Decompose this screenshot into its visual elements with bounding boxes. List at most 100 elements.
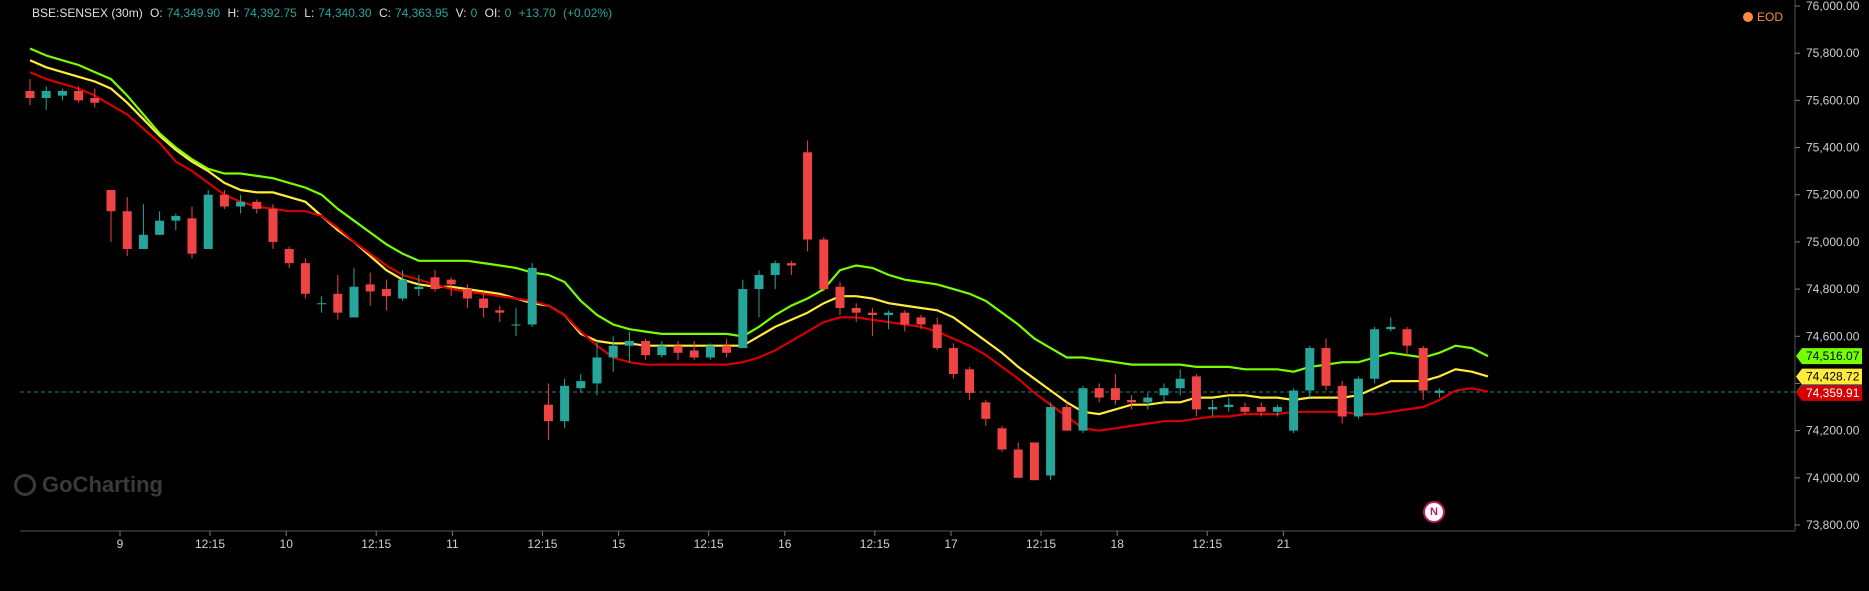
candle bbox=[138, 204, 148, 249]
candle-body bbox=[1418, 348, 1428, 391]
candle bbox=[1078, 385, 1088, 433]
candle-body bbox=[576, 381, 586, 389]
candle-body bbox=[786, 263, 796, 266]
candle bbox=[1386, 317, 1396, 332]
candle bbox=[430, 270, 440, 292]
candle bbox=[770, 260, 780, 290]
candle bbox=[236, 194, 246, 214]
price-tag-box bbox=[1796, 384, 1862, 401]
open-value: 74,349.90 bbox=[166, 6, 221, 20]
low-value: 74,340.30 bbox=[318, 6, 372, 20]
candle-body bbox=[1094, 388, 1104, 398]
eod-indicator[interactable]: EOD bbox=[1742, 10, 1783, 24]
candle-body bbox=[284, 248, 294, 264]
x-tick-label: 16 bbox=[778, 537, 792, 551]
candle-body bbox=[1402, 329, 1412, 346]
candle-body bbox=[900, 312, 910, 325]
candle-body bbox=[57, 90, 67, 96]
ema-fast-line bbox=[29, 71, 1489, 432]
candle-body bbox=[770, 263, 780, 275]
symbol-label[interactable]: BSE:SENSEX (30m) bbox=[32, 6, 143, 20]
ema-slow-line bbox=[29, 47, 1489, 373]
candle-body bbox=[867, 312, 877, 316]
y-tick-label: 75,800.00 bbox=[1806, 46, 1860, 60]
candle bbox=[1418, 345, 1428, 400]
change-value: +13.70 bbox=[518, 6, 556, 20]
candle-body bbox=[1062, 407, 1072, 431]
candle bbox=[560, 378, 570, 429]
x-tick-label: 9 bbox=[117, 537, 124, 551]
candle-body bbox=[236, 201, 246, 207]
candle bbox=[1402, 326, 1412, 356]
candle-body bbox=[948, 348, 958, 375]
candle bbox=[1013, 442, 1023, 478]
candle-body bbox=[446, 279, 456, 285]
candle-body bbox=[1321, 348, 1331, 386]
price-axis: 76,000.00 75,800.00 75,600.00 75,400.00 75,2… bbox=[1795, 0, 1860, 532]
x-tick-label: 21 bbox=[1277, 537, 1291, 551]
candle-body bbox=[1272, 407, 1282, 412]
candle bbox=[657, 340, 667, 358]
candle-body bbox=[1159, 388, 1169, 396]
candle bbox=[187, 206, 197, 259]
candle-body bbox=[317, 303, 327, 305]
watermark: GoCharting bbox=[14, 472, 163, 498]
price-tag-label: 74,359.91 bbox=[1806, 386, 1860, 400]
candle-body bbox=[171, 215, 181, 221]
candle bbox=[673, 340, 683, 360]
candle bbox=[1370, 326, 1380, 384]
candle-body bbox=[381, 289, 391, 297]
candle-body bbox=[511, 324, 521, 326]
y-tick-label: 73,800.00 bbox=[1806, 518, 1860, 532]
candle-body bbox=[333, 293, 343, 313]
candle-body bbox=[1224, 404, 1234, 408]
candle bbox=[1062, 402, 1072, 431]
candle bbox=[398, 270, 408, 301]
candle bbox=[932, 317, 942, 351]
x-tick-label: 18 bbox=[1111, 537, 1125, 551]
x-tick-label: 17 bbox=[944, 537, 958, 551]
candle-body bbox=[106, 190, 116, 212]
candle bbox=[1110, 374, 1120, 405]
candle bbox=[349, 267, 359, 318]
candle-body bbox=[1029, 442, 1039, 481]
candle bbox=[527, 263, 537, 327]
candle bbox=[1321, 338, 1331, 391]
x-tick-label: 12:15 bbox=[195, 537, 225, 551]
candle-body bbox=[138, 234, 148, 249]
candle bbox=[981, 399, 991, 426]
watermark-text: GoCharting bbox=[42, 472, 163, 497]
candle bbox=[722, 338, 732, 358]
candle bbox=[900, 310, 910, 332]
eod-dot-icon bbox=[1742, 12, 1753, 22]
candles bbox=[25, 79, 1444, 481]
candle-body bbox=[414, 286, 424, 290]
price-tag: 74,428.72 bbox=[1796, 368, 1862, 385]
candle bbox=[803, 140, 813, 252]
candle-body bbox=[155, 220, 165, 235]
candle-body bbox=[268, 208, 278, 242]
x-tick-label: 12:15 bbox=[361, 537, 391, 551]
candle-body bbox=[203, 194, 213, 249]
price-tag: 74,359.91 bbox=[1796, 384, 1862, 401]
y-tick-label: 74,200.00 bbox=[1806, 424, 1860, 438]
candle-body bbox=[90, 98, 100, 103]
candle-body bbox=[916, 317, 926, 325]
candle bbox=[414, 274, 424, 297]
candle-body bbox=[349, 286, 359, 318]
candle bbox=[462, 284, 472, 308]
candle-body bbox=[1013, 449, 1023, 478]
candle-body bbox=[122, 211, 132, 249]
candle bbox=[155, 211, 165, 235]
candle bbox=[1272, 404, 1282, 417]
price-tag: 74,516.07 bbox=[1796, 348, 1862, 365]
y-tick-label: 74,000.00 bbox=[1806, 471, 1860, 485]
chart-grid bbox=[20, 0, 1796, 532]
candle-body bbox=[592, 357, 602, 384]
news-event-badge[interactable]: N bbox=[1423, 501, 1445, 523]
candle bbox=[106, 190, 116, 242]
candle-body bbox=[1353, 378, 1363, 417]
candle-body bbox=[1191, 376, 1201, 410]
candle-body bbox=[560, 385, 570, 422]
